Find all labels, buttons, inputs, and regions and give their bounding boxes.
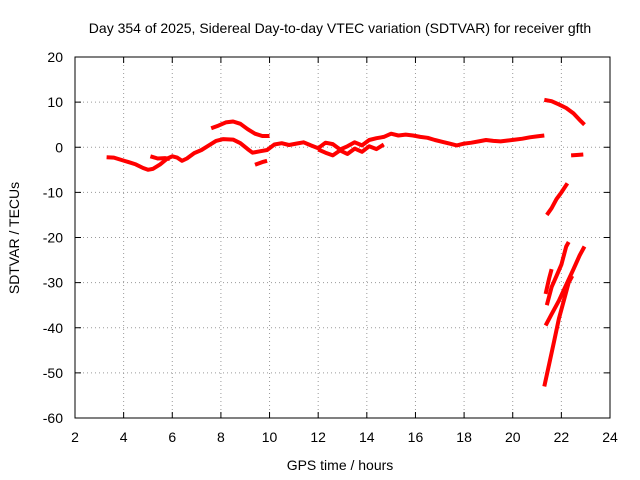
series-lower-wiggle <box>317 142 385 158</box>
y-tick-label: 0 <box>55 139 63 155</box>
y-axis-label: SDTVAR / TECUs <box>6 182 22 294</box>
x-tick-label: 6 <box>168 429 176 445</box>
x-tick-label: 22 <box>554 429 570 445</box>
axis-ticks <box>74 56 611 419</box>
x-tick-label: 24 <box>602 429 618 445</box>
y-tick-label: 10 <box>47 94 63 110</box>
x-tick-label: 8 <box>217 429 225 445</box>
series-short-9-10h <box>254 158 268 167</box>
series-dip-near-5h <box>149 154 171 161</box>
y-tick-label: 20 <box>47 49 63 65</box>
x-tick-label: 12 <box>310 429 326 445</box>
x-tick-label: 2 <box>71 429 79 445</box>
x-tick-label: 20 <box>505 429 521 445</box>
x-axis-label: GPS time / hours <box>287 457 394 473</box>
y-tick-label: -60 <box>43 410 63 426</box>
x-tick-label: 18 <box>456 429 472 445</box>
y-tick-labels: -60 -50 -40 -30 -20 -10 0 10 20 <box>43 49 63 426</box>
data-series <box>106 97 587 387</box>
y-tick-label: -40 <box>43 320 63 336</box>
series-late-high <box>543 97 586 127</box>
y-tick-label: -50 <box>43 365 63 381</box>
series-late-small <box>570 152 584 158</box>
series-late-15 <box>545 182 570 217</box>
series-late-strip-a <box>543 268 554 295</box>
series-late-strip-d <box>542 274 575 387</box>
y-tick-label: -10 <box>43 184 63 200</box>
x-tick-label: 16 <box>408 429 424 445</box>
x-tick-label: 10 <box>262 429 278 445</box>
x-tick-label: 14 <box>359 429 375 445</box>
x-tick-label: 4 <box>120 429 128 445</box>
series-arc-8-10h <box>210 119 270 138</box>
y-tick-label: -20 <box>43 230 63 246</box>
x-tick-labels: 2 4 6 8 10 12 14 16 18 20 22 24 <box>71 429 618 445</box>
grid <box>75 57 610 418</box>
series-main-trace <box>106 131 545 172</box>
chart-title: Day 354 of 2025, Sidereal Day-to-day VTE… <box>89 20 591 36</box>
y-tick-label: -30 <box>43 275 63 291</box>
series-late-strip-b <box>544 241 571 306</box>
